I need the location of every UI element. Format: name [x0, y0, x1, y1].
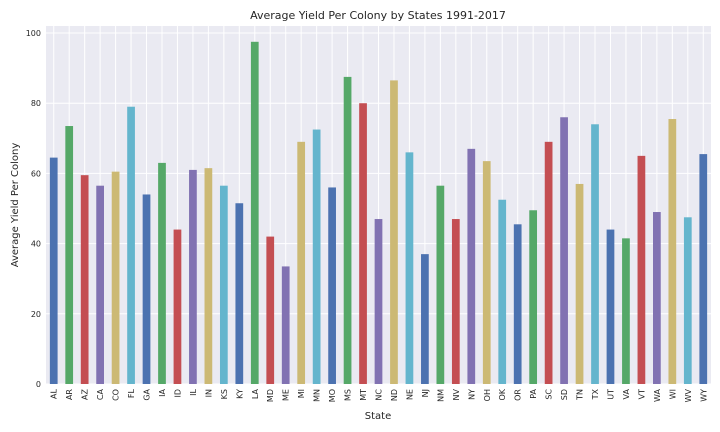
x-tick-label: NC [375, 389, 384, 401]
x-tick-label: MD [266, 389, 275, 402]
x-tick-label: AR [65, 389, 74, 400]
x-tick-label: IL [189, 388, 198, 395]
bars [49, 41, 708, 385]
x-tick-label: KY [235, 389, 244, 399]
y-tick-label: 100 [26, 29, 41, 38]
bar-ga [142, 194, 151, 384]
bar-ms [343, 76, 352, 385]
y-tick-labels: 0 20 40 60 80 100 [26, 29, 41, 389]
bar-vt [637, 155, 646, 384]
x-tick-label: SC [545, 389, 554, 400]
bar-or [513, 224, 522, 384]
bar-ar [65, 126, 74, 384]
bar-va [622, 238, 630, 384]
x-tick-label: LA [251, 388, 260, 399]
x-tick-labels: AL AR AZ CA CO FL GA IA ID IL IN KS KY LA MD ME MI MN MO MS… [50, 388, 709, 402]
x-tick-label: GA [143, 388, 152, 400]
x-tick-label: WY [699, 389, 708, 402]
y-tick-label: 80 [31, 99, 41, 108]
x-tick-label: WI [668, 389, 677, 399]
bar-il [189, 169, 197, 384]
x-tick-label: AZ [81, 388, 90, 399]
bar-id [173, 229, 182, 384]
bar-me [281, 266, 290, 384]
bar-ky [235, 203, 244, 384]
x-tick-label: NE [405, 389, 414, 400]
x-tick-label: WV [684, 388, 693, 402]
x-tick-label: IA [158, 388, 167, 396]
bar-ca [96, 185, 104, 384]
x-tick-label: IN [204, 389, 213, 397]
x-tick-label: AL [50, 388, 59, 398]
bar-oh [482, 161, 491, 384]
x-tick-label: MN [313, 389, 322, 402]
bar-wy [699, 154, 708, 384]
x-tick-label: FL [127, 388, 136, 398]
x-tick-label: NY [467, 389, 476, 400]
x-tick-label: OR [514, 389, 523, 401]
bar-md [266, 236, 275, 384]
x-tick-label: ND [390, 389, 399, 401]
bar-mi [297, 141, 306, 384]
y-tick-label: 0 [36, 380, 41, 389]
x-tick-label: CO [112, 389, 121, 401]
bar-ia [158, 162, 166, 384]
chart-title: Average Yield Per Colony by States 1991-… [250, 9, 506, 22]
x-tick-label: UT [606, 389, 615, 400]
bar-ks [219, 185, 228, 384]
bar-mn [312, 129, 321, 384]
y-tick-label: 60 [31, 169, 41, 178]
x-tick-label: CA [96, 388, 105, 400]
bar-in [204, 168, 213, 384]
bar-ok [498, 199, 507, 384]
x-tick-label: WA [653, 388, 662, 401]
bar-nc [374, 219, 383, 384]
bar-mo [328, 187, 336, 384]
bar-tx [591, 124, 599, 385]
x-tick-label: NM [436, 389, 445, 402]
x-tick-label: NV [452, 388, 461, 400]
bar-az [80, 175, 89, 384]
bar-nm [436, 185, 445, 384]
y-axis-label: Average Yield Per Colony [10, 143, 21, 268]
bar-wa [653, 212, 661, 384]
x-tick-label: VA [622, 388, 631, 399]
bar-sd [560, 117, 568, 384]
x-tick-label: MI [297, 389, 306, 398]
y-tick-label: 40 [31, 240, 41, 249]
bar-ut [606, 229, 615, 384]
x-tick-label: ID [173, 389, 182, 398]
x-tick-label: NJ [421, 389, 430, 397]
x-tick-label: PA [529, 388, 538, 398]
bar-nd [390, 80, 398, 384]
x-tick-label: OH [483, 389, 492, 401]
y-tick-label: 20 [31, 310, 41, 319]
bar-ne [405, 152, 414, 384]
bar-mt [359, 103, 367, 384]
x-tick-label: MT [359, 389, 368, 401]
x-tick-label: ME [282, 389, 291, 401]
bar-fl [127, 106, 135, 384]
x-tick-label: TN [576, 389, 585, 401]
bar-la [250, 41, 259, 384]
x-tick-label: KS [220, 389, 229, 399]
x-tick-label: VT [637, 389, 646, 399]
x-tick-label: TX [591, 388, 600, 400]
x-tick-label: MO [328, 389, 337, 402]
x-tick-label: SD [560, 389, 569, 400]
bar-ny [467, 148, 476, 384]
bar-wi [668, 119, 677, 385]
bar-sc [544, 141, 553, 384]
bar-tn [575, 183, 584, 384]
bar-nv [451, 219, 460, 384]
bar-wv [683, 217, 692, 384]
x-axis-label: State [365, 411, 391, 422]
x-tick-label: OK [498, 388, 507, 400]
bar-al [49, 157, 58, 384]
bar-pa [529, 210, 538, 384]
x-tick-label: MS [344, 389, 353, 401]
bar-nj [421, 254, 429, 384]
bar-co [111, 171, 120, 384]
